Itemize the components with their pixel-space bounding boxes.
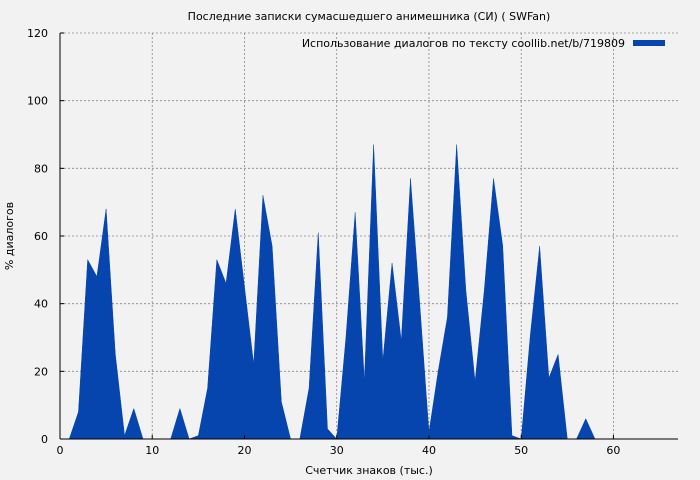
chart-title: Последние записки сумасшедшего анимешник… [188, 10, 551, 23]
x-axis-title: Счетчик знаков (тыс.) [305, 464, 433, 477]
x-tick-label: 60 [606, 444, 620, 457]
x-tick-label: 10 [145, 444, 159, 457]
legend: Использование диалогов по тексту coollib… [302, 37, 665, 50]
y-tick-label: 20 [34, 365, 48, 378]
x-tick-label: 30 [330, 444, 344, 457]
y-tick-label: 120 [27, 27, 48, 40]
x-tick-label: 40 [422, 444, 436, 457]
x-tick-label: 0 [57, 444, 64, 457]
x-tick-label: 20 [237, 444, 251, 457]
y-ticks: 0 20 40 60 80 100 120 [27, 27, 64, 446]
y-axis-title: % диалогов [3, 202, 16, 270]
x-ticks: 0 10 20 30 40 50 60 [57, 435, 620, 457]
y-tick-label: 80 [34, 162, 48, 175]
legend-label: Использование диалогов по тексту coollib… [302, 37, 625, 50]
y-tick-label: 100 [27, 95, 48, 108]
legend-swatch [633, 40, 665, 46]
y-tick-label: 0 [41, 433, 48, 446]
y-tick-label: 40 [34, 298, 48, 311]
y-tick-label: 60 [34, 230, 48, 243]
x-tick-label: 50 [514, 444, 528, 457]
